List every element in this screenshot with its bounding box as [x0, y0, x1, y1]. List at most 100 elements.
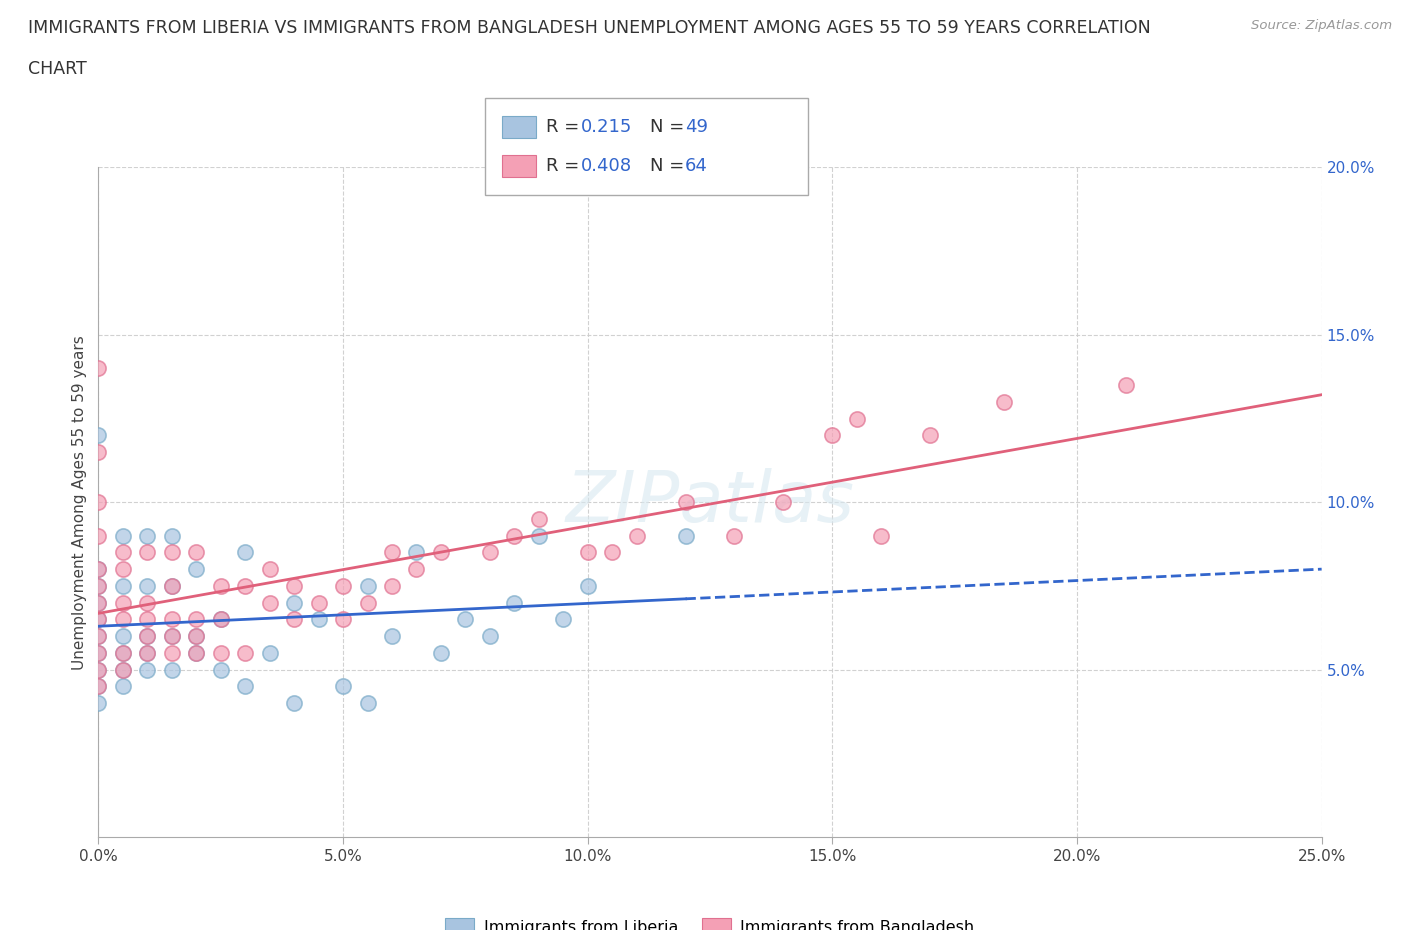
- Text: R =: R =: [546, 118, 585, 136]
- Text: 0.408: 0.408: [581, 157, 631, 175]
- Point: [87, 428, 110, 443]
- Point: [209, 612, 232, 627]
- Point: [87, 595, 110, 610]
- Point: [87, 662, 110, 677]
- Point: [478, 629, 501, 644]
- Point: [870, 528, 893, 543]
- Point: [160, 528, 183, 543]
- Point: [111, 595, 134, 610]
- Point: [87, 629, 110, 644]
- Point: [136, 545, 159, 560]
- Point: [136, 629, 159, 644]
- Point: [186, 629, 208, 644]
- Point: [160, 545, 183, 560]
- Point: [87, 528, 110, 543]
- Point: [233, 679, 256, 694]
- Point: [920, 428, 942, 443]
- Text: Source: ZipAtlas.com: Source: ZipAtlas.com: [1251, 19, 1392, 32]
- Point: [576, 545, 599, 560]
- Point: [87, 595, 110, 610]
- Point: [87, 645, 110, 660]
- Point: [600, 545, 623, 560]
- Point: [381, 578, 404, 593]
- Point: [136, 629, 159, 644]
- Point: [503, 595, 526, 610]
- Point: [111, 629, 134, 644]
- Text: R =: R =: [546, 157, 585, 175]
- Point: [259, 595, 281, 610]
- Point: [160, 662, 183, 677]
- Point: [283, 595, 305, 610]
- Text: CHART: CHART: [28, 60, 87, 78]
- Point: [136, 662, 159, 677]
- Point: [87, 629, 110, 644]
- Point: [772, 495, 794, 510]
- Text: 64: 64: [685, 157, 707, 175]
- Point: [503, 528, 526, 543]
- Point: [87, 612, 110, 627]
- Y-axis label: Unemployment Among Ages 55 to 59 years: Unemployment Among Ages 55 to 59 years: [72, 335, 87, 670]
- Point: [233, 645, 256, 660]
- Text: N =: N =: [650, 157, 689, 175]
- Point: [87, 679, 110, 694]
- Point: [160, 612, 183, 627]
- Point: [87, 612, 110, 627]
- Point: [87, 645, 110, 660]
- Point: [136, 578, 159, 593]
- Point: [87, 578, 110, 593]
- Point: [259, 562, 281, 577]
- Text: ZIPatlas: ZIPatlas: [565, 468, 855, 537]
- Point: [308, 612, 330, 627]
- Point: [160, 578, 183, 593]
- Point: [356, 696, 378, 711]
- Point: [111, 612, 134, 627]
- Point: [136, 528, 159, 543]
- Point: [111, 662, 134, 677]
- Point: [430, 645, 453, 660]
- Point: [381, 545, 404, 560]
- Point: [160, 578, 183, 593]
- Point: [136, 645, 159, 660]
- Point: [186, 562, 208, 577]
- Point: [308, 595, 330, 610]
- Point: [111, 679, 134, 694]
- Point: [87, 562, 110, 577]
- Point: [332, 679, 354, 694]
- Point: [233, 545, 256, 560]
- Point: [478, 545, 501, 560]
- Point: [405, 545, 427, 560]
- Point: [87, 445, 110, 459]
- Point: [111, 562, 134, 577]
- Point: [111, 578, 134, 593]
- Point: [87, 679, 110, 694]
- Text: 0.215: 0.215: [581, 118, 633, 136]
- Point: [381, 629, 404, 644]
- Point: [160, 629, 183, 644]
- Point: [430, 545, 453, 560]
- Point: [186, 645, 208, 660]
- Point: [821, 428, 844, 443]
- Point: [111, 662, 134, 677]
- Point: [626, 528, 648, 543]
- Point: [209, 645, 232, 660]
- Point: [233, 578, 256, 593]
- Point: [405, 562, 427, 577]
- Point: [723, 528, 745, 543]
- Point: [186, 645, 208, 660]
- Point: [209, 578, 232, 593]
- Point: [136, 595, 159, 610]
- Point: [283, 696, 305, 711]
- Point: [209, 612, 232, 627]
- Point: [576, 578, 599, 593]
- Point: [136, 612, 159, 627]
- Point: [87, 578, 110, 593]
- Point: [111, 645, 134, 660]
- Point: [527, 512, 550, 526]
- Point: [675, 528, 697, 543]
- Point: [356, 595, 378, 610]
- Point: [87, 495, 110, 510]
- Point: [87, 696, 110, 711]
- Point: [259, 645, 281, 660]
- Point: [87, 562, 110, 577]
- Point: [332, 578, 354, 593]
